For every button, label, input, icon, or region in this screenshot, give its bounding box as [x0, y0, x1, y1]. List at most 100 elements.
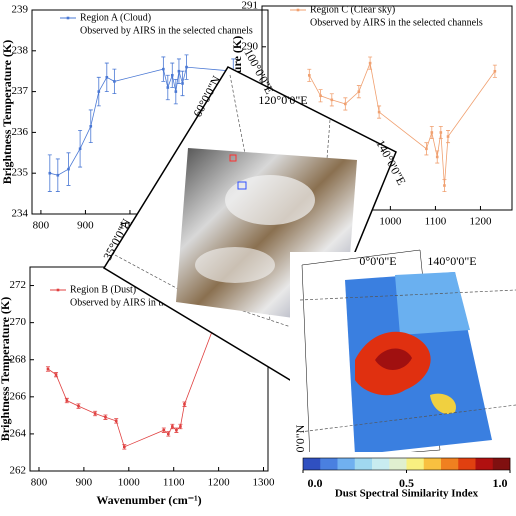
legend-marker [56, 288, 60, 292]
colorbar: 0.0 0.5 1.0 Dust Spectral Similarity Index [290, 452, 516, 516]
region-box [229, 154, 237, 162]
marker [330, 98, 334, 102]
y-tick-label: 290 [242, 40, 259, 52]
graticule [299, 404, 516, 433]
y-tick-label: 291 [242, 0, 259, 12]
charts: 234 235 236 237 238 239 800 900 1000 1100 1200 1300… [0, 0, 513, 507]
map-label: 120°0'0"E [258, 93, 307, 107]
y-tick-label: 272 [10, 279, 27, 291]
marker [435, 155, 439, 159]
marker [174, 90, 178, 93]
marker [171, 425, 174, 428]
marker [446, 135, 450, 138]
graticule [299, 289, 516, 301]
marker [67, 167, 70, 171]
annotation: Observed by AIRS in the selected channel… [70, 297, 243, 308]
marker [183, 402, 186, 406]
colorbar-cell [475, 458, 494, 470]
cloud [195, 247, 275, 283]
x-tick-label: 1100 [163, 477, 185, 489]
marker [357, 90, 361, 93]
x-tick-label: 1300 [253, 477, 276, 489]
marker [54, 373, 58, 376]
colorbar-tick-label: 0.5 [399, 476, 414, 490]
x-tick-label: 800 [33, 220, 50, 232]
marker [493, 69, 497, 73]
colorbar-cell [337, 458, 356, 470]
marker [46, 367, 50, 371]
y-tick-label: 262 [10, 465, 27, 477]
y-tick-label: 236 [12, 126, 29, 138]
map-label: 0°0'0"E [359, 254, 396, 268]
series-line [308, 61, 496, 186]
marker [93, 412, 97, 415]
map-label: 140°0'0"E [427, 254, 476, 268]
marker [113, 80, 116, 83]
marker [177, 69, 181, 73]
marker [179, 425, 182, 428]
series-line [49, 66, 234, 176]
marker [344, 102, 347, 106]
cloud [225, 175, 315, 225]
marker [319, 94, 322, 98]
marker [443, 184, 446, 187]
annotation: Observed by AIRS in the selected channel… [310, 17, 483, 28]
colorbar-cell [389, 458, 407, 470]
colorbar-cell [320, 458, 338, 470]
legend-marker [296, 8, 300, 12]
region-box [237, 181, 247, 190]
marker [162, 67, 165, 71]
marker [105, 76, 109, 79]
colorbar-label: Dust Spectral Similarity Index [335, 488, 479, 500]
y-tick-label: 234 [12, 208, 29, 220]
x-tick-label: 1000 [118, 477, 141, 489]
dust-plume [375, 348, 412, 370]
dssi-swath [395, 272, 470, 335]
marker [425, 147, 428, 151]
x-tick-label: 900 [77, 220, 94, 232]
marker [430, 131, 434, 134]
map-overlay: 100°0'0"E60°0'0"N 120°0'0"E140°0'0"E35°0'… [100, 46, 516, 474]
y-tick-label: 266 [10, 390, 27, 402]
marker [439, 131, 443, 134]
marker [162, 428, 166, 432]
marker [48, 171, 52, 175]
colorbar-cell [423, 458, 442, 470]
marker [114, 419, 118, 423]
marker [185, 65, 188, 69]
marker [368, 61, 372, 65]
colorbar-cell [372, 458, 390, 470]
marker [77, 404, 80, 408]
colorbar-cell [458, 458, 476, 470]
marker [97, 90, 101, 93]
y-axis-label: Brightness Temperature (K) [0, 40, 14, 184]
colorbar-tick-label: 0.0 [308, 476, 323, 490]
colorbar-tick-label: 1.0 [493, 476, 508, 490]
legend-label: Region A (Cloud) [80, 12, 151, 23]
colorbar-cell [303, 458, 321, 470]
marker [78, 147, 82, 151]
x-tick-label: 1200 [469, 216, 492, 228]
marker [123, 445, 126, 449]
y-tick-label: 238 [12, 44, 29, 56]
colorbar-cell [354, 458, 373, 470]
legend-label: Region C (Clear sky) [310, 4, 395, 15]
marker [104, 415, 107, 419]
colorbar-cell [492, 458, 511, 470]
marker [377, 110, 381, 114]
y-tick-label: 235 [12, 167, 29, 179]
annotation: Observed by AIRS in the selected channel… [80, 25, 253, 36]
x-tick-label: 800 [31, 477, 48, 489]
y-tick-label: 268 [10, 353, 27, 365]
y-axis-label: Brightness Temperature (K) [0, 297, 12, 441]
marker [166, 86, 170, 89]
colorbar-cell [441, 458, 459, 470]
dust-plume [430, 393, 456, 415]
marker [181, 82, 184, 85]
marker [89, 124, 93, 128]
x-tick-label: 1200 [208, 477, 231, 489]
y-tick-label: 237 [12, 85, 29, 97]
x-tick-label: 1000 [379, 216, 402, 228]
y-tick-label: 239 [12, 4, 29, 16]
